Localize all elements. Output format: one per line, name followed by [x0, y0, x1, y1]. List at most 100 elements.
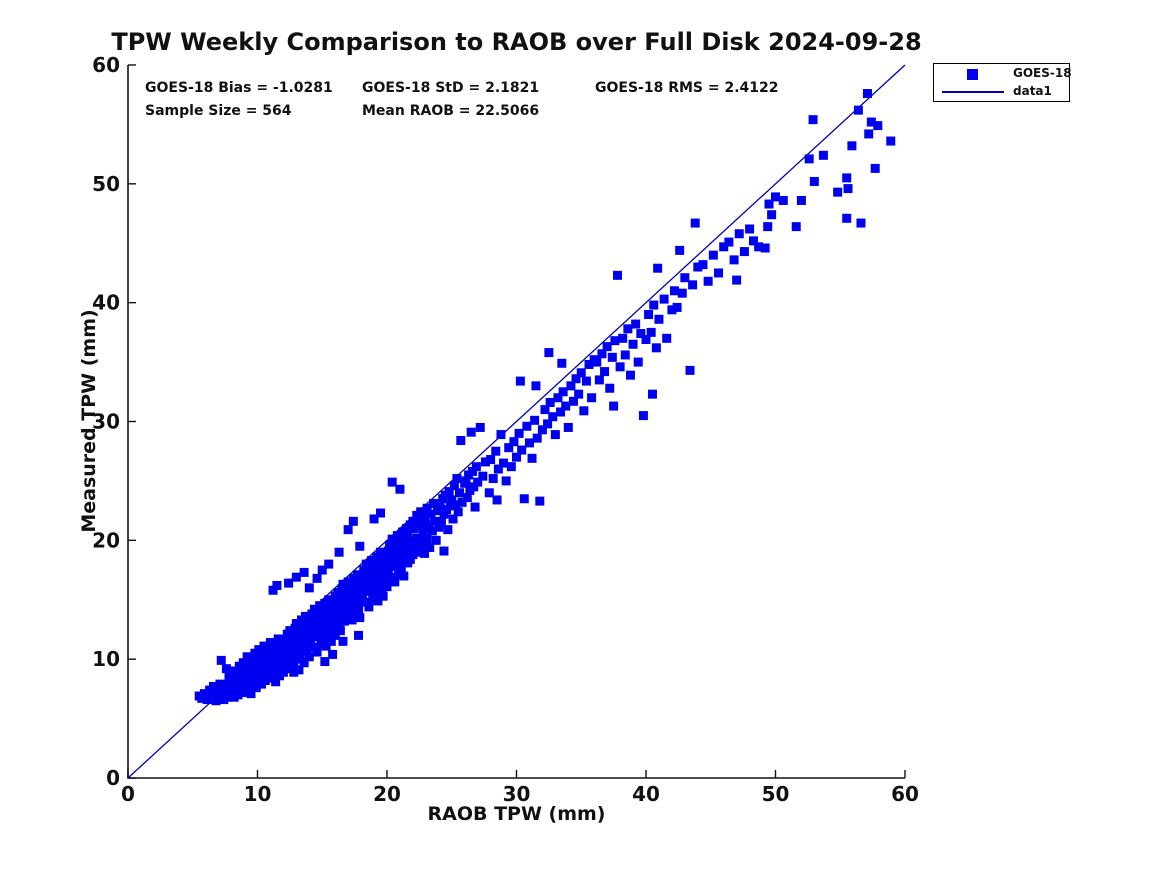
scatter-point: [556, 407, 566, 417]
scatter-point: [605, 383, 615, 393]
scatter-point: [461, 476, 471, 486]
scatter-point: [326, 619, 336, 629]
scatter-point: [230, 666, 240, 676]
scatter-point: [312, 647, 322, 657]
scatter-point: [354, 630, 364, 640]
scatter-point: [592, 357, 602, 367]
scatter-point: [351, 578, 361, 588]
x-tick-label: 40: [632, 782, 660, 806]
scatter-point: [306, 635, 316, 645]
scatter-point: [557, 358, 567, 368]
scatter-point: [429, 498, 439, 508]
x-tick-label: 10: [244, 782, 272, 806]
scatter-point: [760, 243, 770, 253]
scatter-point: [312, 626, 322, 636]
scatter-point: [514, 428, 524, 438]
legend-marker-swatch: [967, 69, 978, 80]
scatter-point: [395, 484, 405, 494]
scatter-point: [330, 630, 340, 640]
scatter-point: [304, 583, 314, 593]
scatter-point: [354, 604, 364, 614]
scatter-point: [215, 679, 225, 689]
scatter-point: [420, 548, 430, 558]
scatter-point: [272, 580, 282, 590]
scatter-point: [425, 542, 435, 552]
scatter-point: [491, 446, 501, 456]
scatter-point: [417, 540, 427, 550]
scatter-point: [545, 397, 555, 407]
scatter-point: [641, 335, 651, 345]
scatter-point: [422, 534, 432, 544]
scatter-point: [376, 508, 386, 518]
scatter-point: [633, 357, 643, 367]
scatter-point: [398, 553, 408, 563]
y-tick-label: 20: [92, 528, 120, 552]
scatter-point: [866, 117, 876, 127]
scatter-point: [331, 614, 341, 624]
scatter-point: [623, 324, 633, 334]
scatter-point: [334, 619, 344, 629]
scatter-point: [457, 497, 467, 507]
scatter-point: [271, 677, 281, 687]
scatter-point: [618, 333, 628, 343]
legend-entry-goes18: GOES-18: [1013, 66, 1072, 80]
x-axis-label: RAOB TPW (mm): [427, 803, 606, 825]
scatter-point: [607, 352, 617, 362]
scatter-point: [348, 516, 358, 526]
scatter-point: [291, 572, 301, 582]
scatter-point: [818, 150, 828, 160]
scatter-point: [350, 591, 360, 601]
scatter-point: [647, 389, 657, 399]
scatter-point: [579, 406, 589, 416]
scatter-point: [847, 141, 857, 151]
scatter-point: [409, 523, 419, 533]
scatter-point: [224, 672, 234, 682]
scatter-point: [416, 507, 426, 517]
scatter-point: [600, 367, 610, 377]
scatter-point: [258, 668, 268, 678]
scatter-point: [492, 495, 502, 505]
scatter-point: [299, 658, 309, 668]
scatter-point: [862, 89, 872, 99]
scatter-point: [853, 105, 863, 115]
scatter-point: [347, 615, 357, 625]
scatter-point: [444, 487, 454, 497]
scatter-point: [207, 691, 217, 701]
scatter-point: [307, 609, 317, 619]
scatter-point: [512, 452, 521, 462]
scatter-point: [321, 610, 331, 620]
scatter-point: [238, 658, 248, 668]
scatter-point: [480, 457, 490, 467]
scatter-point: [548, 412, 558, 422]
scatter-point: [537, 425, 547, 435]
scatter-point: [685, 365, 695, 375]
scatter-point: [348, 596, 358, 606]
legend-line-swatch: [942, 91, 1004, 93]
scatter-point: [473, 477, 483, 487]
scatter-point: [584, 359, 594, 369]
scatter-point: [385, 557, 395, 567]
scatter-point: [242, 652, 252, 662]
scatter-point: [287, 630, 297, 640]
legend-entry-data1: data1: [1013, 84, 1052, 98]
scatter-point: [808, 115, 818, 125]
scatter-point: [451, 500, 461, 510]
scatter-point: [325, 629, 335, 639]
scatter-point: [251, 683, 261, 693]
scatter-point: [506, 462, 516, 472]
scatter-point: [426, 509, 436, 519]
x-tick-label: 20: [373, 782, 401, 806]
scatter-point: [625, 370, 635, 380]
scatter-point: [568, 396, 578, 406]
scatter-point: [431, 535, 441, 545]
scatter-point: [856, 218, 866, 228]
y-tick-label: 60: [92, 53, 120, 77]
scatter-point: [669, 286, 679, 296]
scatter-point: [199, 689, 209, 699]
scatter-point: [382, 582, 392, 592]
scatter-point: [373, 596, 383, 606]
scatter-point: [312, 573, 322, 583]
scatter-point: [304, 652, 314, 662]
scatter-point: [197, 693, 207, 703]
scatter-point: [302, 643, 312, 653]
